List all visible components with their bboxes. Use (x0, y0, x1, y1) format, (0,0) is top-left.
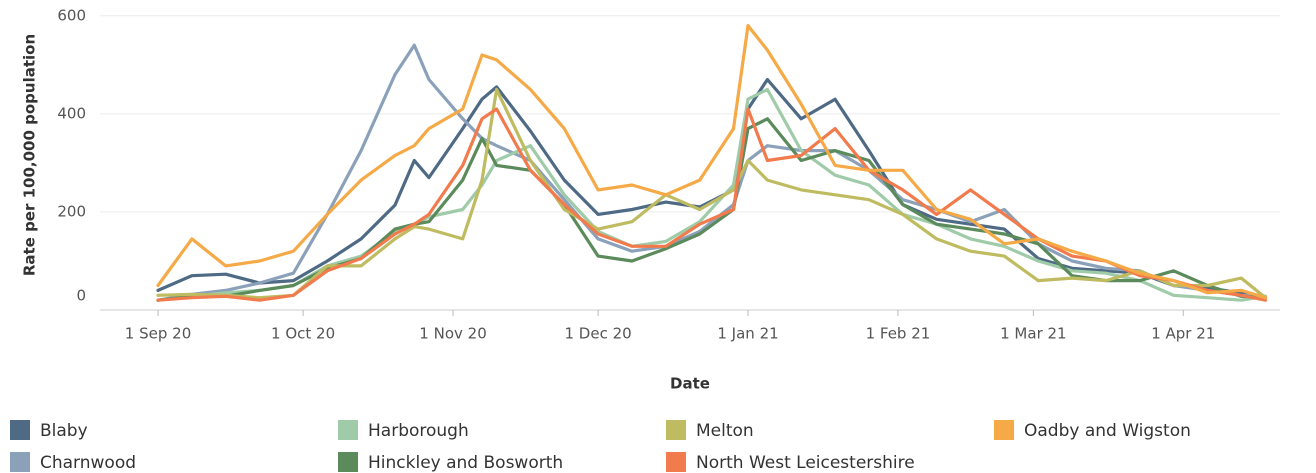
series-line (156, 107, 1268, 302)
series-line (156, 43, 1268, 302)
legend-label: Charnwood (40, 453, 136, 473)
y-tick-label: 200 (57, 202, 86, 220)
x-tick-label: 1 Sep 20 (125, 325, 191, 343)
y-tick-label: 0 (76, 287, 86, 305)
y-tick-label: 400 (57, 104, 86, 122)
legend-swatch (338, 420, 358, 440)
y-axis-title: Rate per 100,000 population (21, 34, 39, 276)
x-tick-label: 1 Apr 21 (1151, 325, 1215, 343)
legend-swatch (10, 420, 30, 440)
x-tick-label: 1 Dec 20 (565, 325, 632, 343)
legend-swatch (10, 452, 30, 472)
series-line (156, 87, 1268, 300)
x-tick-label: 1 Mar 21 (1000, 325, 1066, 343)
series-line (156, 87, 1268, 302)
legend-label: North West Leicestershire (696, 453, 915, 473)
legend-swatch (994, 420, 1014, 440)
legend-swatch (666, 452, 686, 472)
legend-label: Oadby and Wigston (1024, 421, 1191, 441)
y-tick-label: 600 (57, 6, 86, 24)
x-tick-label: 1 Oct 20 (271, 325, 335, 343)
x-tick-label: 1 Nov 20 (419, 325, 486, 343)
legend-label: Melton (696, 421, 754, 441)
legend-label: Harborough (368, 421, 469, 441)
legend-swatch (338, 452, 358, 472)
series-line (156, 24, 1268, 300)
x-axis-title: Date (670, 375, 710, 393)
legend-swatch (666, 420, 686, 440)
x-tick-label: 1 Jan 21 (717, 325, 778, 343)
legend-label: Hinckley and Bosworth (368, 453, 563, 473)
x-tick-label: 1 Feb 21 (866, 325, 931, 343)
legend-label: Blaby (40, 421, 88, 441)
series-line (156, 77, 1268, 300)
